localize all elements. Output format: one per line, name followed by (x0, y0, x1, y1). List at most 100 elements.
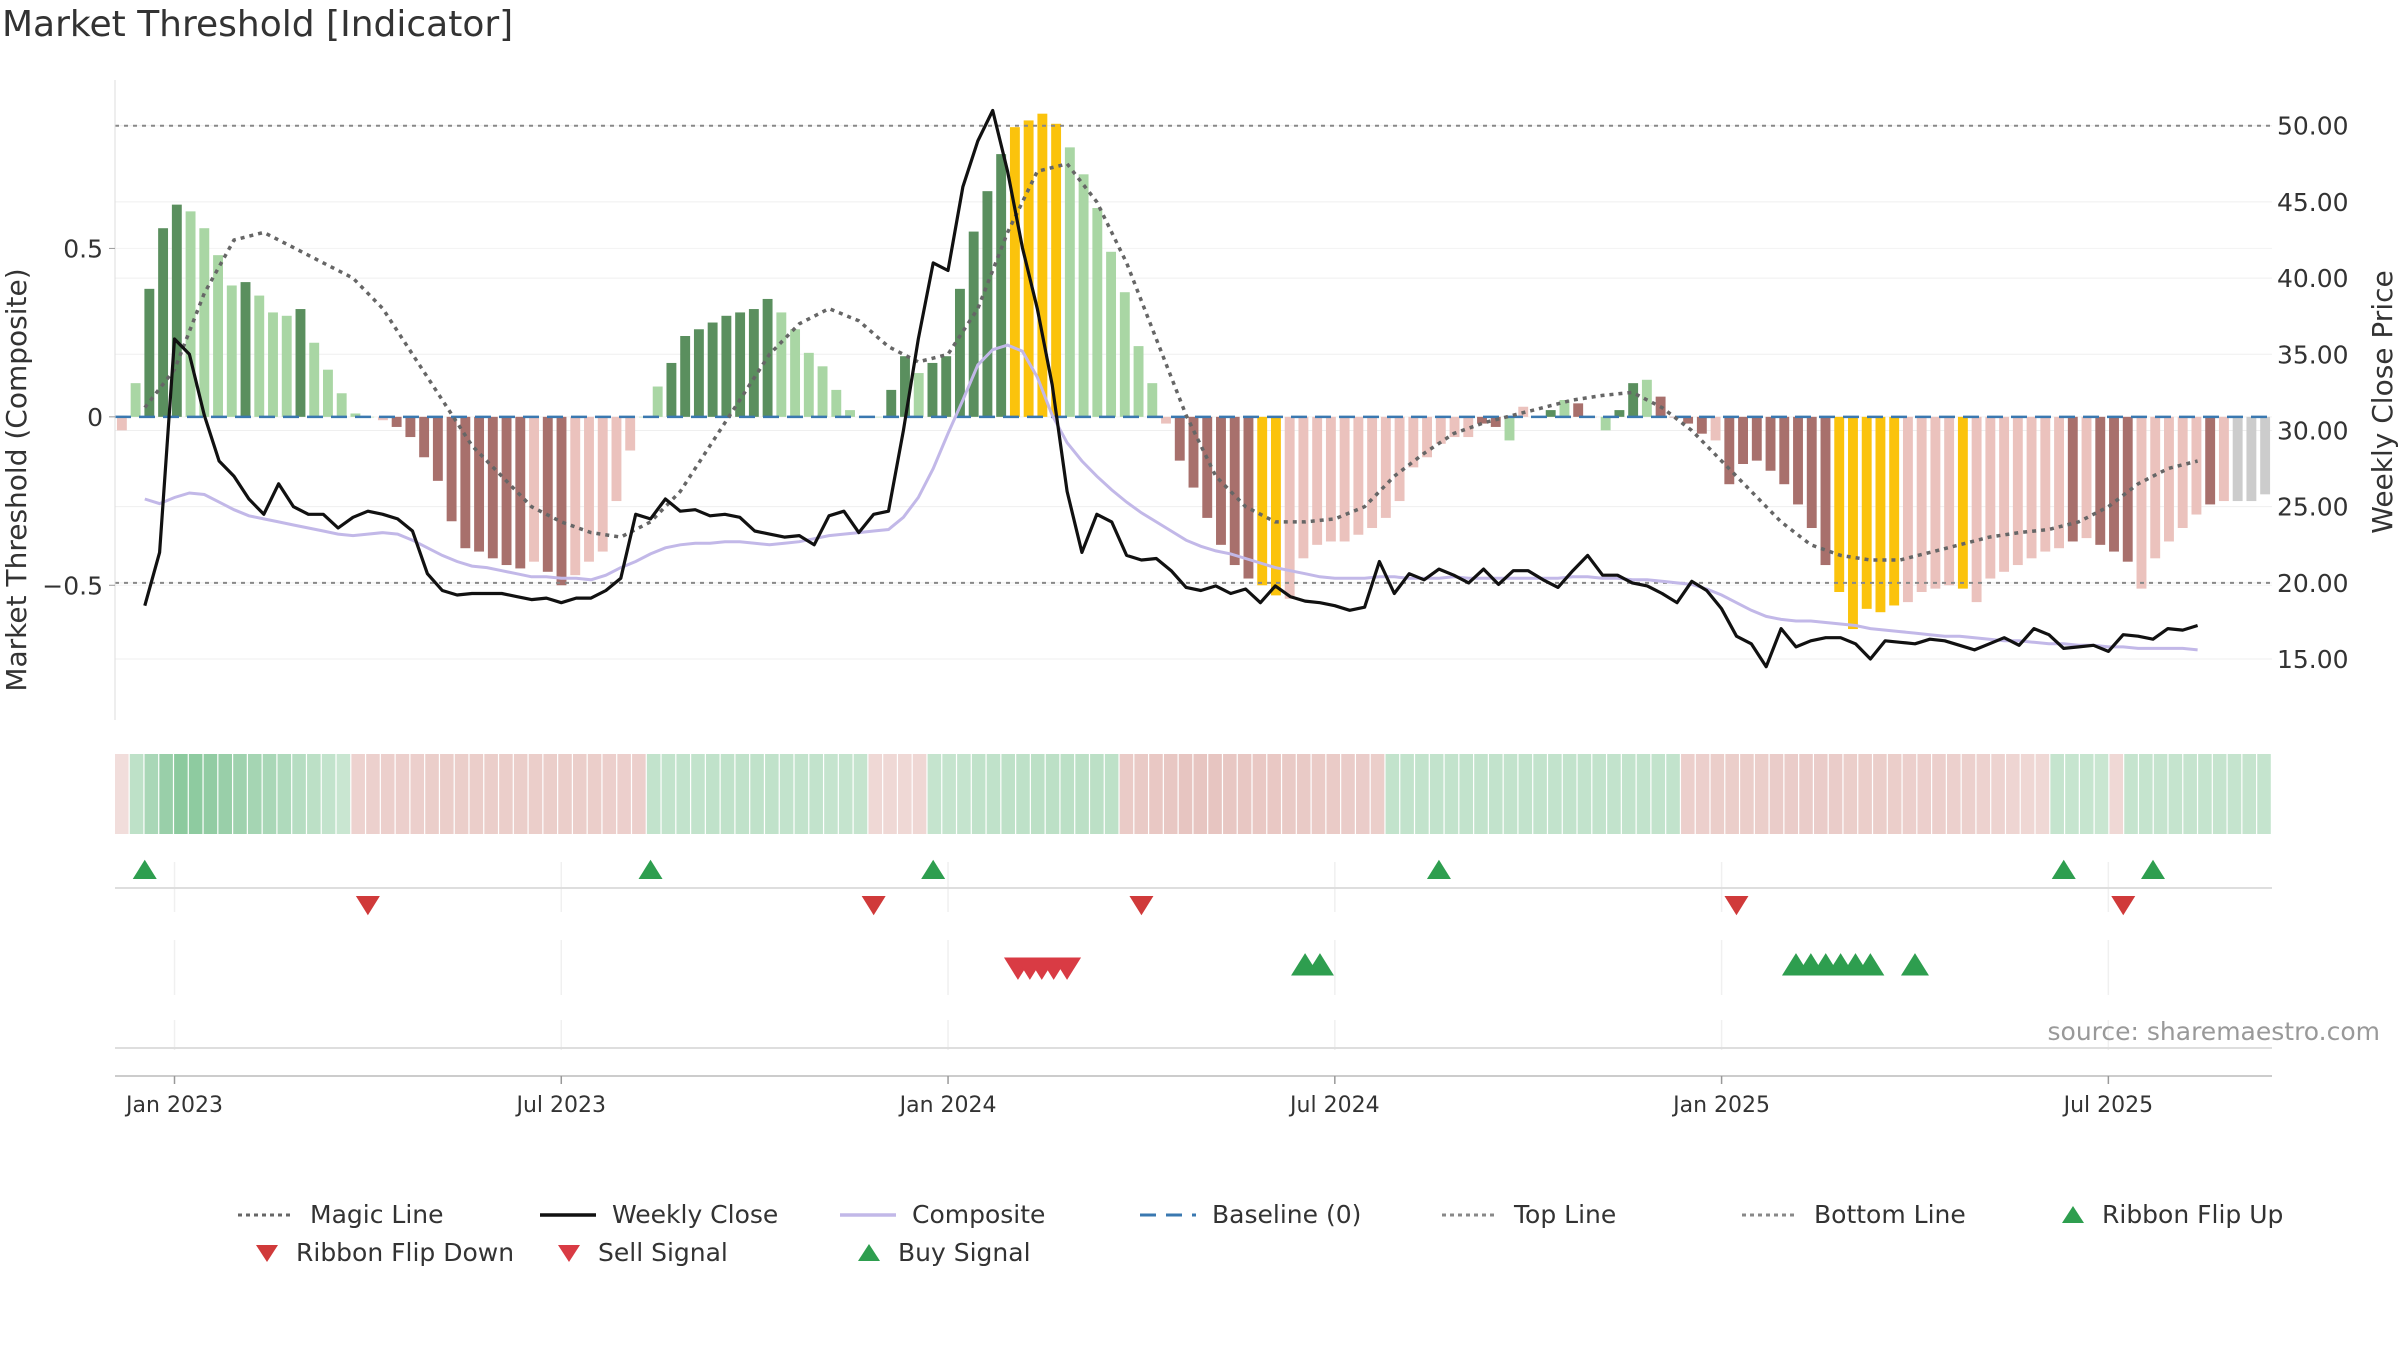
ribbon-cell (646, 754, 661, 834)
buy-signal-marker (1900, 953, 1929, 976)
composite-bar (529, 416, 539, 562)
ribbon-cell (720, 754, 735, 834)
ribbon-cell (1592, 754, 1606, 834)
composite-bar (556, 416, 567, 586)
dotted-line-icon (1442, 1213, 1498, 1216)
ribbon-cell (1976, 754, 1991, 834)
ribbon-cell (1296, 754, 1311, 834)
y2-tick-label: 35.00 (2277, 340, 2349, 369)
composite-bar (487, 416, 498, 559)
x-axis: Jan 2023 Jul 2023 Jan 2024 Jul 2024 Jan 2025… (115, 1075, 2272, 1118)
x-tick-label: Jan 2023 (124, 1093, 223, 1118)
ribbon-cell (1754, 754, 1769, 834)
ribbon-cell (1208, 754, 1222, 834)
composite-bar (666, 362, 677, 417)
composite-bar (2095, 416, 2106, 545)
composite-bar (1820, 416, 1831, 566)
composite-bar (405, 416, 416, 438)
composite-bar (1504, 416, 1515, 441)
ribbon-cell (528, 754, 543, 834)
composite-bar (1188, 416, 1199, 488)
composite-bar (1284, 416, 1295, 599)
legend-item: Weekly Close (538, 1200, 778, 1229)
composite-bar (625, 416, 636, 451)
x-tick-label: Jul 2024 (1288, 1093, 1380, 1118)
triangle-down-icon (256, 1244, 278, 1262)
ribbon-cell (572, 754, 587, 834)
ribbon-cell (1828, 754, 1843, 834)
ribbon-cell (1681, 754, 1695, 834)
composite-bar (1806, 416, 1817, 528)
ribbon-cell (1961, 754, 1976, 834)
composite-bar (611, 416, 622, 502)
ribbon-cell (247, 754, 262, 834)
triangle-down-icon (558, 1244, 580, 1262)
composite-bar (1064, 147, 1075, 417)
ribbon-cell (558, 754, 572, 834)
composite-bar (693, 329, 704, 417)
composite-bar (1051, 123, 1062, 417)
ribbon-cell (1400, 754, 1414, 834)
ribbon-cell (410, 754, 425, 834)
dotted-line-icon (238, 1213, 294, 1216)
ribbon-cell (1311, 754, 1326, 834)
composite-bar (130, 383, 141, 417)
ribbon-cell (2212, 754, 2227, 834)
ribbon-cell (735, 754, 750, 834)
ribbon-cell (218, 754, 232, 834)
composite-bar (432, 416, 443, 481)
ribbon-cell (1060, 754, 1075, 834)
series-lines (115, 108, 2272, 669)
ribbon-cell (1252, 754, 1267, 834)
composite-bar (1875, 416, 1886, 613)
composite-bar (1848, 416, 1858, 630)
legend-item: Composite (838, 1200, 1045, 1229)
composite-bar (1119, 292, 1130, 417)
composite-bar (1353, 416, 1364, 535)
composite-bar (1957, 416, 1968, 589)
ribbon-cell (336, 754, 351, 834)
composite-bar (1944, 416, 1955, 586)
ribbon-cell (1163, 754, 1178, 834)
composite-bar (1477, 416, 1487, 424)
ribbon-cell (1090, 754, 1104, 834)
magic-line (143, 161, 2199, 562)
ribbon-cell (898, 754, 912, 834)
composite-bar (2232, 416, 2243, 502)
composite-bar (1463, 416, 1474, 438)
composite-bar (1545, 410, 1556, 417)
solid-line-icon (540, 1212, 596, 1217)
ribbon-cell (1607, 754, 1621, 834)
composite-bar (2109, 416, 2119, 552)
ribbon-flip-up-marker (921, 859, 946, 879)
x-tick-label: Jan 2025 (1671, 1093, 1770, 1118)
ribbon-cell (513, 754, 528, 834)
ribbon-cell (1518, 754, 1533, 834)
composite-bar (1449, 416, 1460, 438)
ribbon-cell (1651, 754, 1666, 834)
ribbon (115, 754, 2271, 834)
ribbon-cell (853, 754, 868, 834)
legend-label: Sell Signal (598, 1238, 728, 1267)
composite-bar (144, 288, 155, 417)
ribbon-cell (454, 754, 469, 834)
ribbon-cell (469, 754, 484, 834)
axes: 50.00 45.00 40.00 35.00 30.00 25.00 20.00 15.00… (42, 80, 2349, 720)
composite-bar (1985, 416, 1996, 579)
ribbon-cell (2035, 754, 2050, 834)
ribbon-cell (484, 754, 498, 834)
solid-line-icon (840, 1212, 896, 1217)
buy-signal-marker (1305, 953, 1334, 976)
composite-bar (872, 416, 883, 418)
x-tick-label: Jan 2024 (898, 1093, 997, 1118)
ribbon-cell (321, 754, 336, 834)
ribbon-cell (2198, 754, 2212, 834)
ribbon-cell (159, 754, 173, 834)
legend: Magic Line Weekly Close Composite Baseline … (0, 1200, 2400, 1270)
ribbon-cell (617, 754, 631, 834)
ribbon-cell (1991, 754, 2005, 834)
composite-bar (1889, 416, 1900, 606)
ribbon-cell (602, 754, 617, 834)
ribbon-cell (1488, 754, 1503, 834)
ribbon-cell (543, 754, 558, 834)
